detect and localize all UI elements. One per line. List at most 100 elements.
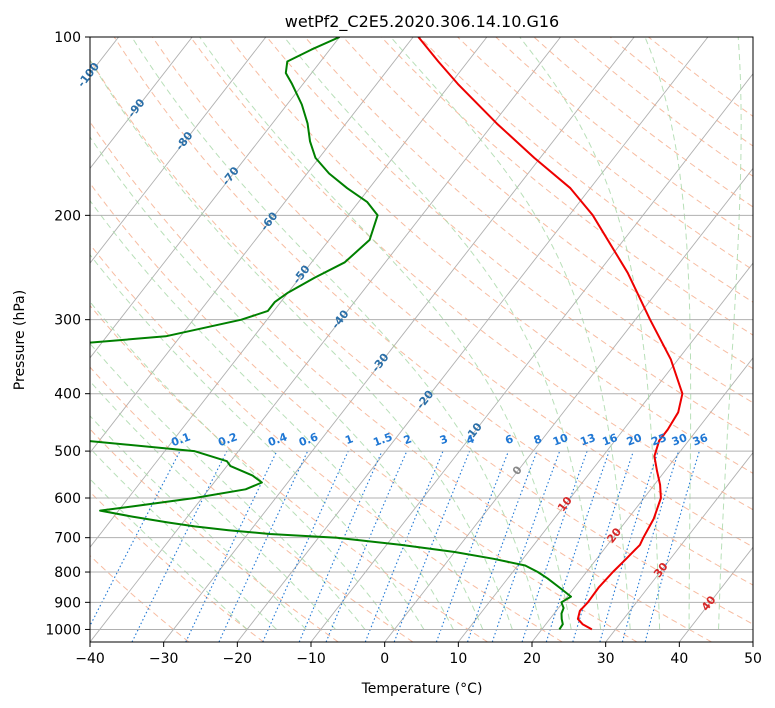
x-tick-label: −10 <box>296 651 326 667</box>
dry-adiabat-line <box>90 121 712 642</box>
moist-adiabat-line <box>90 478 248 630</box>
dry-adiabat-line <box>90 304 488 642</box>
y-tick-label: 700 <box>54 531 81 547</box>
mixing-ratio-line <box>545 450 610 642</box>
moist-adiabat-line <box>90 342 366 630</box>
x-axis-label: Temperature (°C) <box>361 681 483 697</box>
y-tick-label: 200 <box>54 208 81 224</box>
moist-adiabat-line <box>90 380 336 630</box>
moist-adiabat-line <box>519 37 661 630</box>
moist-adiabat-line <box>718 37 742 630</box>
isotherm-line <box>605 451 753 642</box>
mixing-ratio-line <box>364 450 444 642</box>
moist-adiabat-line <box>90 253 425 630</box>
dry-adiabat-line <box>90 243 563 642</box>
mixing-ratio-line <box>466 450 538 642</box>
isotherm-line <box>163 37 635 642</box>
isotherm-line <box>90 37 193 170</box>
y-tick-label: 800 <box>54 565 81 581</box>
plot-background <box>90 37 753 642</box>
x-tick-label: 20 <box>523 651 541 667</box>
isotherm-line <box>236 37 709 642</box>
isotherm-line <box>90 37 267 264</box>
moist-adiabat-line <box>283 37 602 630</box>
profile-series <box>90 37 684 631</box>
x-axis: −40 −30 −20 −10 0 10 20 30 40 50 <box>75 642 762 667</box>
mixing-ratio-label: 3 <box>438 432 450 447</box>
y-axis-label: Pressure (hPa) <box>12 290 28 390</box>
isotherm-line <box>457 262 753 642</box>
background-lines <box>90 37 753 642</box>
moist-adiabat-line <box>199 37 572 630</box>
mixing-ratio-label: 0.6 <box>297 430 320 449</box>
mixing-ratio-line <box>621 450 680 642</box>
mixing-ratio-label: 20 <box>625 431 644 449</box>
dry-adiabat-line <box>190 37 753 511</box>
mixing-ratio-label: 13 <box>578 431 597 448</box>
dry-adiabat-line <box>380 37 753 336</box>
mixing-ratio-line <box>572 450 634 642</box>
mixing-ratio-label: 10 <box>551 431 570 449</box>
mixing-ratio-label: 1 <box>343 432 355 447</box>
mixing-ratio-line <box>325 450 408 642</box>
moist-adiabat-line <box>90 199 454 630</box>
dry-adiabat-line <box>90 554 190 642</box>
mixing-ratio-label: 36 <box>691 431 710 449</box>
dewpoint-line <box>90 37 572 630</box>
isotherm-line <box>310 73 753 642</box>
moist-adiabat-line <box>644 37 692 630</box>
mixing-ratio-label: 16 <box>601 431 620 449</box>
x-tick-label: 0 <box>380 651 389 667</box>
plot-frame <box>89 36 754 643</box>
x-tick-label: −30 <box>149 651 179 667</box>
mixing-ratio-label: 1.5 <box>371 430 394 449</box>
y-tick-label: 900 <box>54 595 81 611</box>
mixing-ratio-label: 25 <box>649 431 668 448</box>
x-tick-label: −20 <box>223 651 253 667</box>
mixing-ratio-line <box>298 450 383 642</box>
mixing-ratio-label: 0.2 <box>216 430 239 449</box>
mixing-ratio-line <box>435 450 510 642</box>
temperature-line <box>417 37 684 631</box>
dry-adiabat-line <box>419 37 753 303</box>
isotherm-line <box>752 641 753 642</box>
dry-adiabat-line <box>151 37 753 548</box>
x-tick-label: 40 <box>670 651 688 667</box>
dry-adiabat-line <box>90 58 753 625</box>
dry-adiabat-line <box>90 428 339 642</box>
x-tick-label: 50 <box>744 651 762 667</box>
dry-adiabat-line <box>228 37 753 474</box>
x-tick-label: 10 <box>449 651 467 667</box>
moist-adiabat-line <box>390 37 631 630</box>
y-tick-label: 1000 <box>45 622 81 638</box>
isotherm-line <box>90 37 561 642</box>
y-tick-label: 400 <box>54 387 81 403</box>
y-tick-label: 300 <box>54 313 81 329</box>
mixing-ratio-label: 4 <box>465 432 477 447</box>
y-tick-label: 600 <box>54 491 81 507</box>
mixing-ratio-labels: 0.1 0.2 0.4 0.6 1 1.5 2 3 4 6 8 10 13 16 20 25 30 36 <box>169 430 710 449</box>
x-tick-label: −40 <box>75 651 105 667</box>
mixing-ratio-label: 8 <box>532 432 544 447</box>
mixing-ratio-label: 2 <box>402 432 414 447</box>
isotherm-line <box>90 37 340 359</box>
moist-adiabat-line <box>90 300 395 630</box>
isotherm-line <box>90 37 488 548</box>
mixing-ratio-line <box>393 450 471 642</box>
mixing-ratio-label: 0.1 <box>169 430 192 449</box>
moist-adiabat-line <box>90 59 513 630</box>
chart-title: wetPf2_C2E5.2020.306.14.10.G16 <box>285 12 559 32</box>
mixing-ratio-label: 6 <box>503 432 515 447</box>
mixing-ratio-label: 30 <box>670 431 689 449</box>
mixing-ratio-label: 0.4 <box>266 430 289 449</box>
y-axis: 1000 900 800 700 600 500 400 300 200 100 <box>45 30 90 638</box>
mixing-ratio-line <box>131 450 228 642</box>
mixing-ratio-line <box>521 450 588 642</box>
isotherm-line <box>531 357 753 642</box>
y-tick-label: 500 <box>54 444 81 460</box>
moist-adiabat-line <box>90 136 484 630</box>
isotherm-line <box>384 167 753 642</box>
mixing-ratio-line <box>644 450 700 642</box>
x-tick-label: 30 <box>597 651 615 667</box>
dry-adiabat-line <box>90 366 414 642</box>
